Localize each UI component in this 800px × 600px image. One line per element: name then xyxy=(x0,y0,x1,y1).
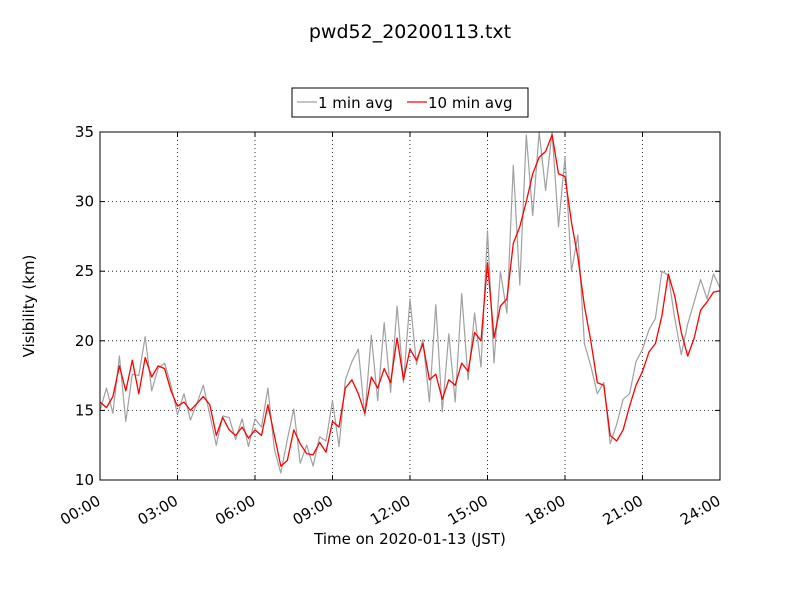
y-tick-label: 15 xyxy=(75,401,94,419)
chart-title: pwd52_20200113.txt xyxy=(309,21,511,43)
y-tick-label: 10 xyxy=(75,471,94,489)
grid-lines xyxy=(100,132,720,480)
y-tick-label: 30 xyxy=(75,193,94,211)
y-axis-label: Visibility (km) xyxy=(20,255,38,358)
x-axis-label: Time on 2020-01-13 (JST) xyxy=(313,530,506,548)
legend: 1 min avg 10 min avg xyxy=(291,87,529,118)
series-layer xyxy=(100,132,720,474)
legend-label-10min: 10 min avg xyxy=(428,94,513,112)
y-tick-label: 35 xyxy=(75,123,94,141)
y-tick-label: 20 xyxy=(75,332,94,350)
y-tick-label: 25 xyxy=(75,262,94,280)
legend-label-1min: 1 min avg xyxy=(318,94,393,112)
